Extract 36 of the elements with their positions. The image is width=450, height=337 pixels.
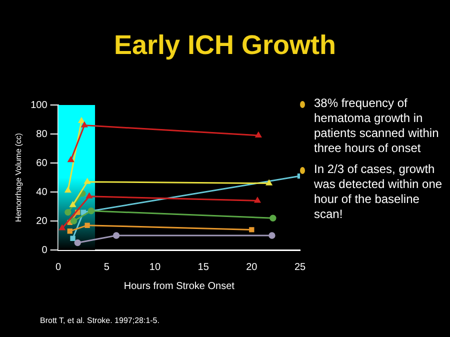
point (268, 232, 276, 239)
point (59, 224, 66, 230)
y-tick-label: 0 (42, 244, 48, 256)
point (249, 227, 254, 232)
x-tick-label: 25 (294, 262, 306, 273)
point (70, 218, 78, 224)
y-tick-label: 60 (36, 158, 48, 169)
point (88, 208, 95, 214)
point (84, 222, 90, 228)
x-tick-label: 20 (246, 262, 258, 273)
text: Brott T, et al. Stroke. 1997;28:1-5. (40, 316, 160, 325)
x-axis-title: Hours from Stroke Onset (124, 280, 235, 292)
point (70, 236, 76, 241)
point (112, 232, 120, 239)
chart-title: Early ICH Growth (112, 30, 338, 61)
point (67, 228, 72, 234)
point (81, 122, 88, 128)
point (68, 156, 74, 162)
point (64, 208, 72, 216)
point (270, 214, 276, 222)
x-tick-label: 10 (149, 262, 161, 273)
point (70, 202, 76, 208)
y-tick-label: 100 (30, 100, 48, 111)
text: In 2/3 of cases, growth was detected within one hour of the baseline scan! (314, 162, 444, 222)
y-tick-label: 20 (36, 216, 48, 227)
y-axis-title: Hemorrhage Volume (cc) (14, 132, 24, 222)
x-tick-label: 5 (104, 262, 110, 273)
y-tick-label: 40 (36, 186, 48, 198)
x-tick-label: 0 (56, 262, 62, 273)
point (80, 210, 86, 215)
point (254, 197, 260, 203)
point (74, 239, 81, 246)
x-tick-label: 15 (198, 262, 210, 273)
point (266, 180, 272, 186)
y-tick-label: 80 (36, 128, 48, 140)
text: 38% frequency of hematoma growth in patients scanned within three hours of onset (314, 96, 440, 156)
